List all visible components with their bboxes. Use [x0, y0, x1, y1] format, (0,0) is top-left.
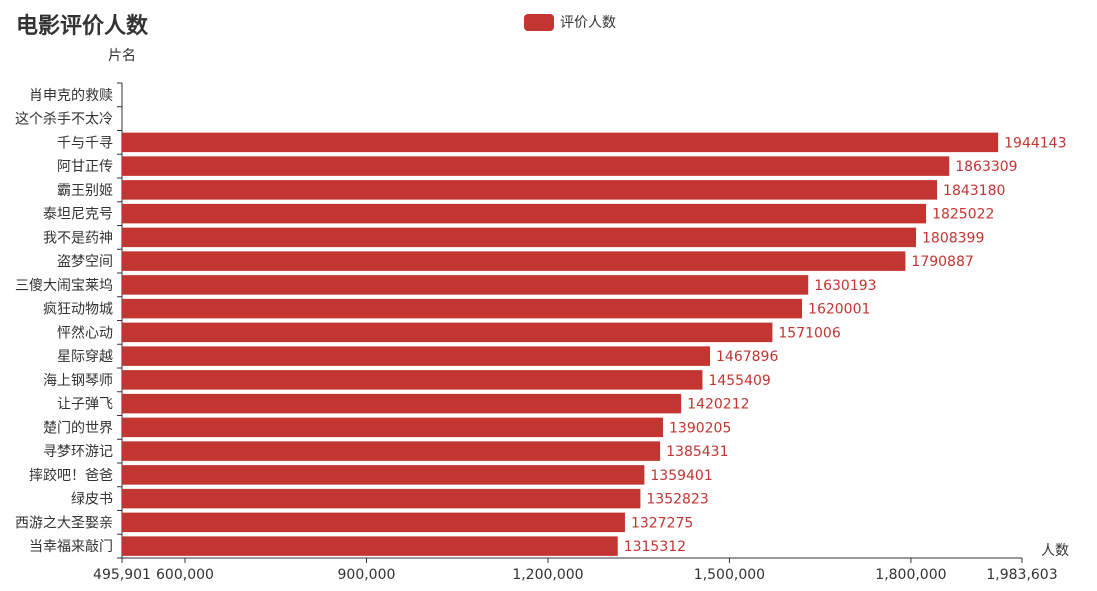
y-tick-label: 绿皮书 [71, 492, 113, 508]
bar-value-label: 1944143 [1004, 135, 1066, 151]
bar-value-label: 1420212 [687, 397, 749, 413]
y-tick-label: 阿甘正传 [57, 159, 113, 175]
y-tick-label: 盗梦空间 [57, 254, 113, 270]
bar[interactable] [122, 275, 809, 295]
bar[interactable] [122, 512, 625, 533]
legend-swatch [524, 13, 554, 31]
y-tick-label: 三傻大闹宝莱坞 [15, 278, 113, 294]
bar-value-label: 1863309 [955, 159, 1017, 175]
bar[interactable] [122, 180, 938, 200]
y-tick-label: 海上钢琴师 [43, 373, 113, 389]
y-tick-label: 当幸福来敲门 [29, 538, 113, 555]
bar-value-label: 1571006 [778, 325, 840, 341]
x-tick-label: 600,000 [156, 567, 214, 583]
bar-value-label: 1455409 [708, 373, 770, 389]
bar[interactable] [122, 393, 682, 414]
bar[interactable] [122, 298, 803, 319]
bar-value-label: 1808399 [922, 230, 984, 246]
x-tick-label: 1,200,000 [512, 567, 583, 583]
bar-value-label: 1352823 [646, 492, 708, 508]
bar-value-label: 1359401 [650, 468, 712, 484]
y-tick-label: 这个杀手不太冷 [15, 111, 113, 128]
y-tick-label: 霸王别姬 [57, 183, 113, 199]
bar[interactable] [122, 488, 641, 509]
bar[interactable] [122, 132, 999, 153]
bar[interactable] [122, 203, 927, 224]
legend-label: 评价人数 [560, 15, 616, 31]
y-tick-label: 西游之大圣娶亲 [15, 515, 113, 531]
bar[interactable] [122, 441, 661, 461]
x-tick-label: 1,500,000 [694, 567, 765, 583]
bar-value-label: 1825022 [932, 207, 994, 223]
x-tick-label: 1,800,000 [875, 567, 946, 583]
bar[interactable] [122, 251, 906, 271]
bar-value-label: 1315312 [624, 539, 686, 555]
bar[interactable] [122, 227, 917, 248]
x-tick-label: 1,983,603 [986, 567, 1057, 583]
bar-value-label: 1630193 [814, 278, 876, 294]
y-tick-label: 怦然心动 [57, 324, 113, 341]
bar[interactable] [122, 156, 950, 176]
y-tick-label: 寻梦环游记 [43, 444, 113, 460]
y-tick-label: 让子弹飞 [57, 397, 113, 413]
bar[interactable] [122, 346, 711, 366]
y-tick-label: 千与千寻 [57, 135, 113, 151]
bar-value-label: 1620001 [808, 302, 870, 318]
bar[interactable] [122, 370, 703, 390]
bar[interactable] [122, 417, 664, 438]
chart-legend[interactable]: 评价人数 [524, 12, 616, 32]
y-axis-title: 片名 [108, 48, 136, 64]
bar-value-label: 1467896 [716, 349, 778, 365]
y-tick-label: 我不是药神 [43, 230, 113, 246]
bar[interactable] [122, 536, 618, 556]
bar-value-label: 1327275 [631, 515, 693, 531]
y-tick-label: 摔跤吧！爸爸 [29, 467, 113, 484]
chart-title: 电影评价人数 [16, 14, 149, 39]
bar-value-label: 1790887 [911, 254, 973, 270]
bar-value-label: 1843180 [943, 183, 1005, 199]
y-tick-label: 疯狂动物城 [43, 302, 113, 318]
bar[interactable] [122, 322, 773, 343]
bar-value-label: 1385431 [666, 444, 728, 460]
y-tick-label: 楚门的世界 [43, 420, 113, 436]
x-tick-label: 900,000 [338, 567, 396, 583]
x-tick-label: 495,901 [93, 567, 151, 583]
y-tick-label: 泰坦尼克号 [43, 207, 113, 223]
x-axis-title: 人数 [1041, 543, 1069, 559]
y-tick-label: 肖申克的救赎 [29, 87, 113, 104]
y-tick-label: 星际穿越 [57, 349, 113, 365]
bar[interactable] [122, 465, 645, 485]
bar-value-label: 1390205 [669, 420, 731, 436]
